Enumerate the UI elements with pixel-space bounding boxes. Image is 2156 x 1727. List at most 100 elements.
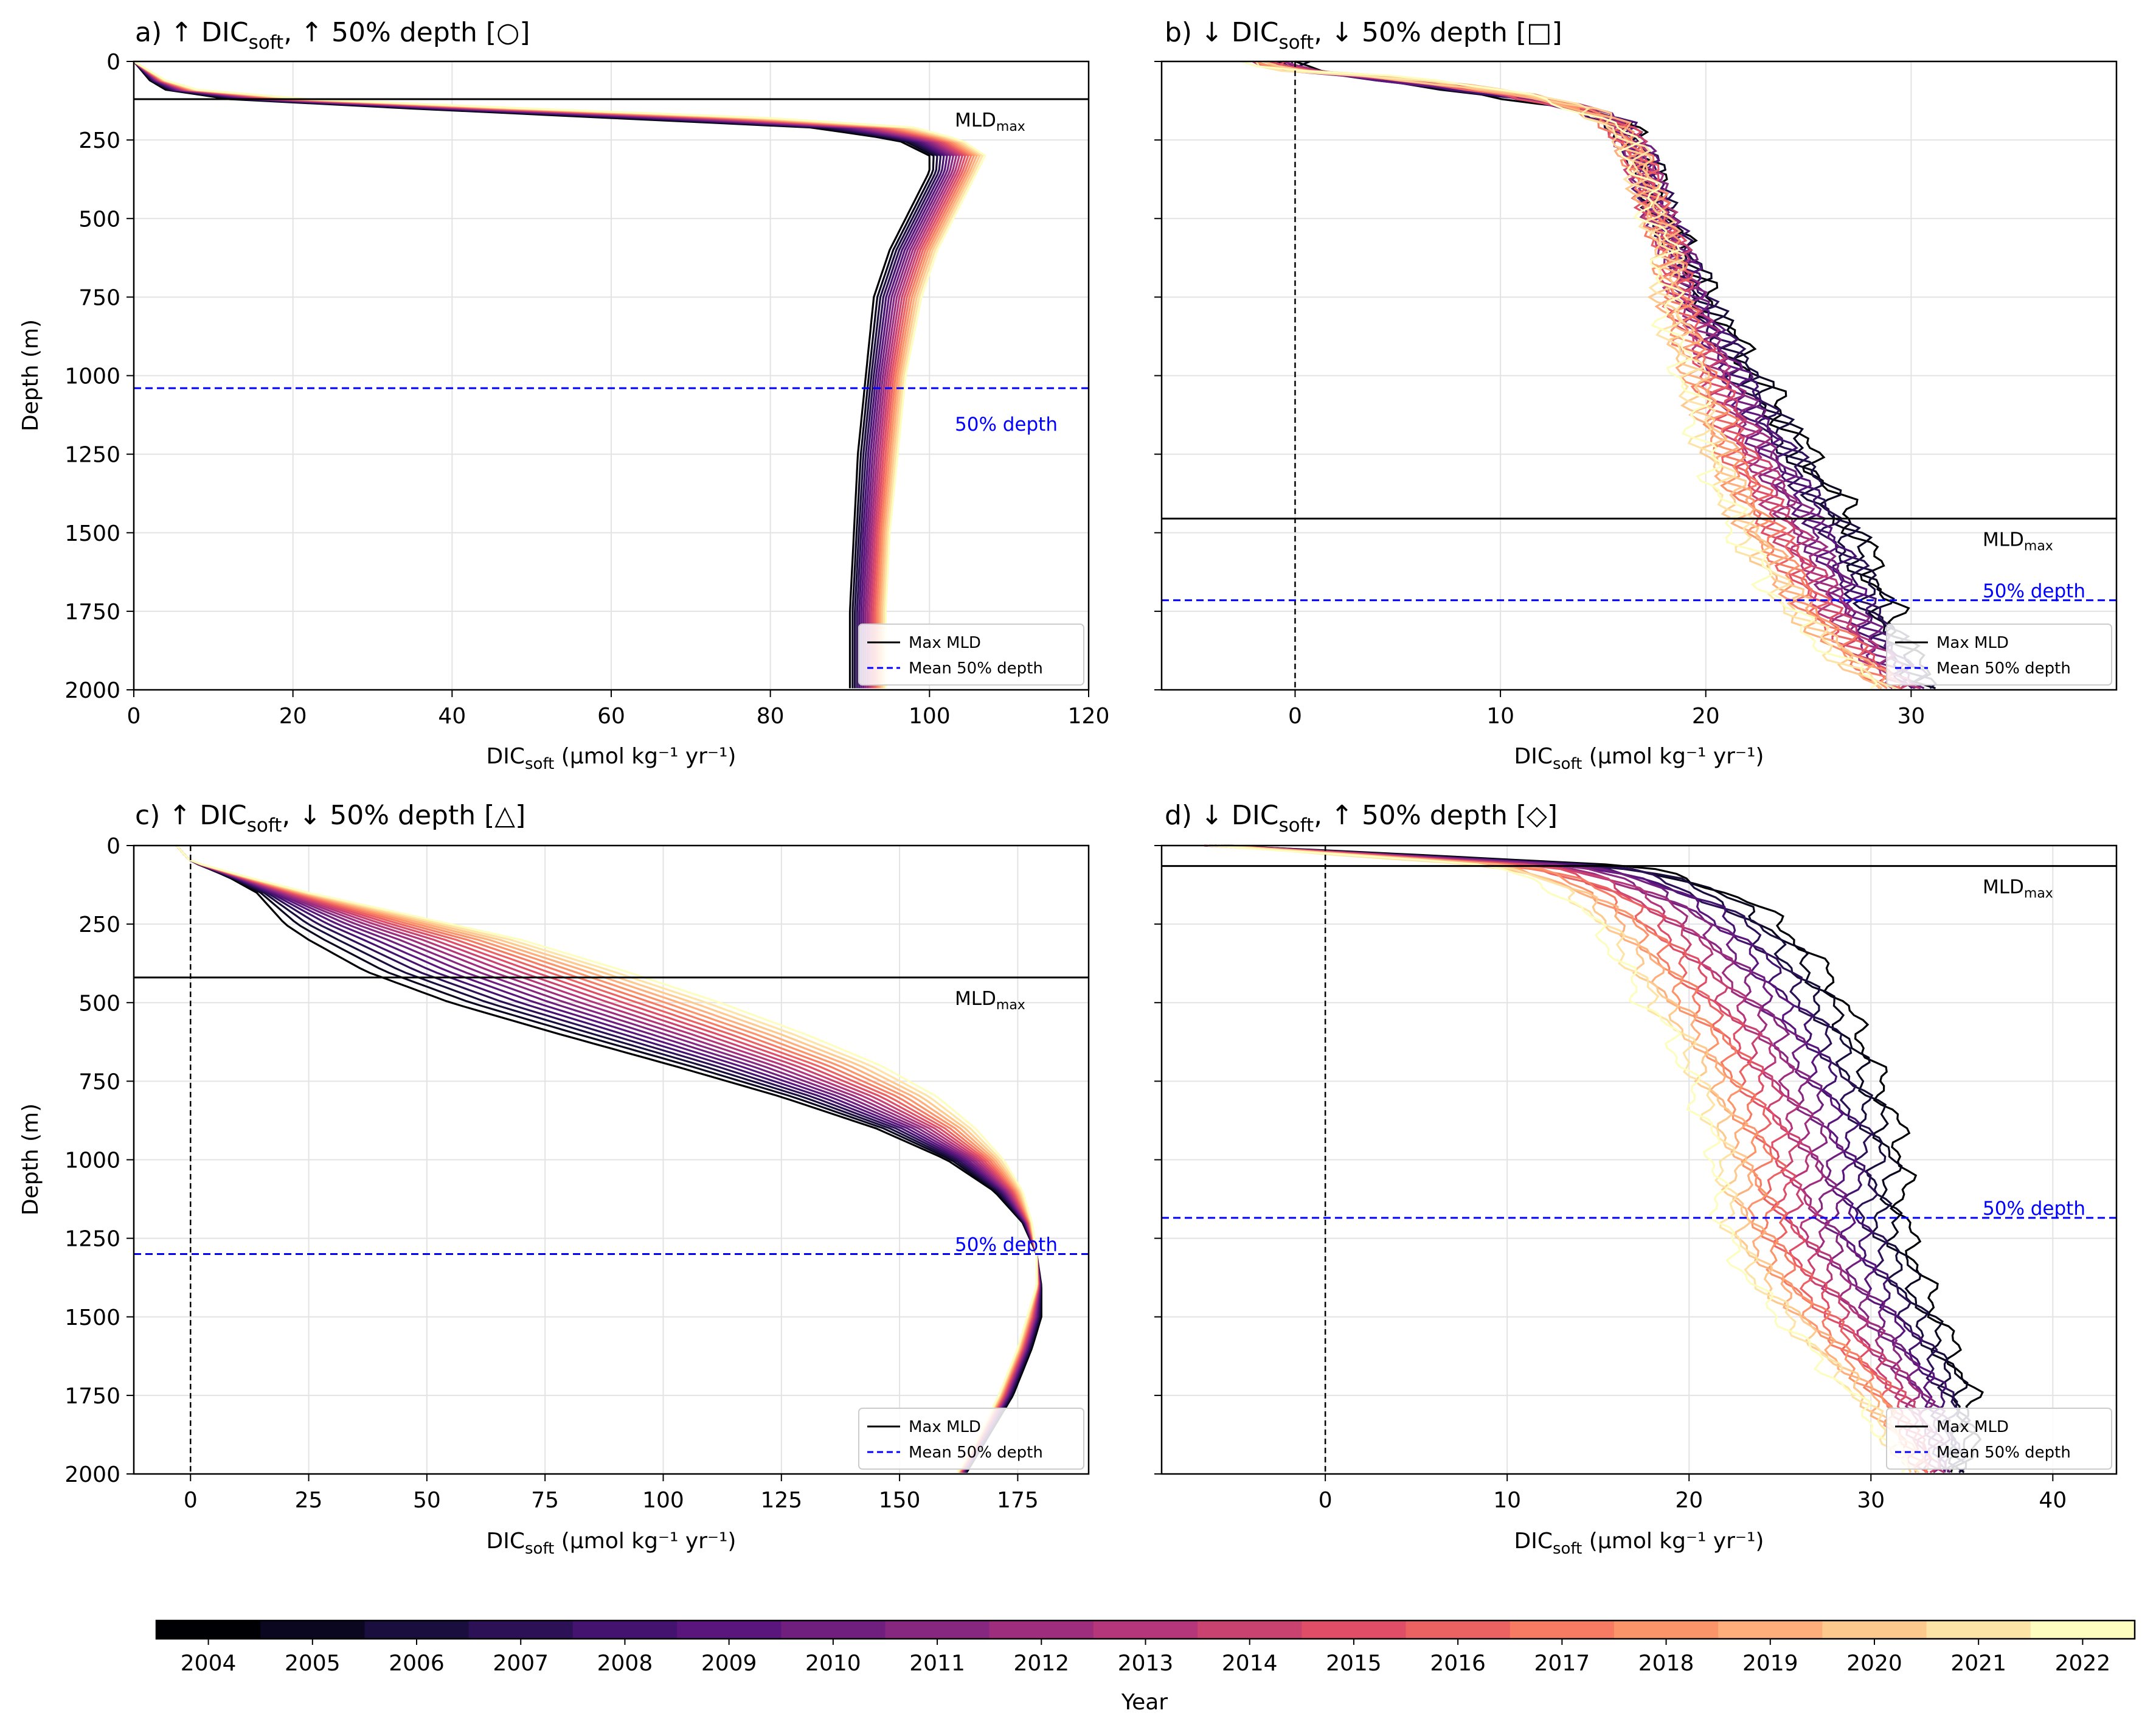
legend-max-mld-text: Max MLD xyxy=(909,1418,981,1436)
x-tick-label: 120 xyxy=(1068,704,1110,729)
colorbar-year-label: 2020 xyxy=(1846,1651,1902,1676)
colorbar-year-label: 2017 xyxy=(1534,1651,1590,1676)
colorbar-year-label: 2013 xyxy=(1118,1651,1174,1676)
legend-box xyxy=(858,1408,1084,1470)
axes-frame xyxy=(1160,844,2118,1475)
x-tick-label: 60 xyxy=(597,704,625,729)
x-tick-label: 30 xyxy=(1857,1488,1885,1513)
colorbar-segment-2022 xyxy=(2030,1621,2135,1639)
colorbar-segment-2018 xyxy=(1614,1621,1719,1639)
profile-line-2015 xyxy=(133,60,967,689)
x-tick-label: 125 xyxy=(760,1488,802,1513)
colorbar-year-label: 2011 xyxy=(909,1651,965,1676)
colorbar-segment-2021 xyxy=(1926,1621,2031,1639)
legend-mean-50-text: Mean 50% depth xyxy=(1936,659,2071,678)
x-tick-label: 0 xyxy=(184,1488,198,1513)
legend-box xyxy=(1886,624,2112,686)
colorbar-segment-2010 xyxy=(781,1621,886,1639)
panel-d-legend: Max MLD Mean 50% depth xyxy=(1886,1408,2112,1470)
legend-max-mld-text: Max MLD xyxy=(1936,1418,2009,1436)
profile-line-2011 xyxy=(133,60,955,689)
profile-line-2017 xyxy=(1255,60,1902,689)
profile-line-2022 xyxy=(175,844,1038,1473)
profile-line-2020 xyxy=(133,60,981,689)
axes-frame xyxy=(133,844,1090,1475)
profile-line-2013 xyxy=(133,60,961,689)
legend-mean-50-text: Mean 50% depth xyxy=(909,659,1043,678)
profile-line-2006 xyxy=(133,60,938,689)
x-tick-label: 100 xyxy=(642,1488,684,1513)
legend-max-mld-text: Max MLD xyxy=(909,634,981,652)
profile-line-2005 xyxy=(1228,844,1978,1473)
profile-line-2021 xyxy=(133,60,984,689)
colorbar-year-label: 2019 xyxy=(1742,1651,1798,1676)
x-tick-label: 150 xyxy=(879,1488,921,1513)
y-tick-label: 0 xyxy=(106,50,120,75)
colorbar-year-label: 2012 xyxy=(1013,1651,1069,1676)
profile-line-2012 xyxy=(1221,844,1944,1473)
profile-line-2018 xyxy=(133,60,976,689)
profile-line-2005 xyxy=(1297,60,1936,689)
profile-line-2014 xyxy=(133,60,964,689)
profile-line-2007 xyxy=(1211,844,1966,1473)
x-tick-label: 10 xyxy=(1486,704,1514,729)
panel-c-half-label: 50% depth xyxy=(955,1234,1058,1256)
legend-mean-50-text: Mean 50% depth xyxy=(909,1444,1043,1462)
panel-d-half-label: 50% depth xyxy=(1983,1198,2085,1220)
colorbar-year-label: 2009 xyxy=(701,1651,757,1676)
panel-c-mld-label: MLDmax xyxy=(955,988,1025,1013)
y-tick-label: 0 xyxy=(106,834,120,859)
profile-line-2020 xyxy=(1219,844,1912,1473)
colorbar-year-label: 2022 xyxy=(2055,1651,2111,1676)
x-tick-label: 25 xyxy=(295,1488,323,1513)
panel-c-title: c) ↑ DICsoft, ↓ 50% depth [△] xyxy=(135,800,525,836)
x-tick-label: 75 xyxy=(531,1488,559,1513)
legend-box xyxy=(858,624,1084,686)
y-tick-label: 1250 xyxy=(64,443,120,468)
profile-line-2009 xyxy=(1218,844,1952,1473)
profile-line-2019 xyxy=(1219,844,1917,1473)
y-tick-label: 500 xyxy=(78,207,120,232)
colorbar-segment-2006 xyxy=(364,1621,470,1639)
panel-a-title: a) ↑ DICsoft, ↑ 50% depth [○] xyxy=(135,17,530,54)
colorbar-segment-2019 xyxy=(1718,1621,1823,1639)
colorbar-segment-2014 xyxy=(1198,1621,1302,1639)
panel-b-mld-label: MLDmax xyxy=(1983,529,2053,554)
x-tick-label: 50 xyxy=(413,1488,441,1513)
x-tick-label: 100 xyxy=(909,704,951,729)
panel-a: 0 20 40 60 80 100 120 0 250 500 750 1000 1250 1500 175… xyxy=(18,17,1109,773)
panel-b: 0 10 20 30 b) ↓ DICsoft, ↓ 50% depth [□] DI… xyxy=(1154,17,2118,773)
y-tick-label: 1000 xyxy=(64,364,120,389)
profile-line-2004 xyxy=(133,60,931,689)
panel-d-mld-label: MLDmax xyxy=(1983,877,2053,902)
profile-line-2022 xyxy=(133,60,986,689)
year-colorbar: Year 2004 2005 2006 2007 2008 2009 2010 2011 201… xyxy=(155,1619,2136,1715)
colorbar-year-label: 2018 xyxy=(1638,1651,1694,1676)
panel-b-title: b) ↓ DICsoft, ↓ 50% depth [□] xyxy=(1165,17,1562,54)
profile-line-2022 xyxy=(1241,60,1879,689)
colorbar-segment-2015 xyxy=(1302,1621,1407,1639)
x-tick-label: 20 xyxy=(1692,704,1720,729)
colorbar-year-label: 2010 xyxy=(805,1651,861,1676)
colorbar-year-label: 2007 xyxy=(493,1651,549,1676)
profile-line-2012 xyxy=(133,60,958,689)
colorbar-year-label: 2014 xyxy=(1222,1651,1278,1676)
y-tick-label: 500 xyxy=(78,991,120,1016)
colorbar-segment-2007 xyxy=(468,1621,574,1639)
panel-c: 0 25 50 75 100 125 150 175025050075010001250150… xyxy=(18,800,1090,1558)
profile-line-2004 xyxy=(175,844,1042,1473)
panel-b-legend: Max MLD Mean 50% depth xyxy=(1886,624,2112,686)
colorbar-segment-2020 xyxy=(1822,1621,1927,1639)
profile-line-2019 xyxy=(1264,60,1880,689)
y-tick-label: 750 xyxy=(78,1069,120,1094)
colorbar-year-label: 2021 xyxy=(1950,1651,2006,1676)
colorbar-segment-2004 xyxy=(156,1621,261,1639)
axes-frame xyxy=(1160,60,2118,691)
y-tick-label: 750 xyxy=(78,285,120,310)
panel-a-ylabel: Depth (m) xyxy=(18,319,43,431)
y-tick-label: 1500 xyxy=(64,521,120,546)
y-tick-label: 250 xyxy=(78,912,120,937)
colorbar-year-label: 2004 xyxy=(181,1651,237,1676)
colorbar-segment-2011 xyxy=(885,1621,990,1639)
